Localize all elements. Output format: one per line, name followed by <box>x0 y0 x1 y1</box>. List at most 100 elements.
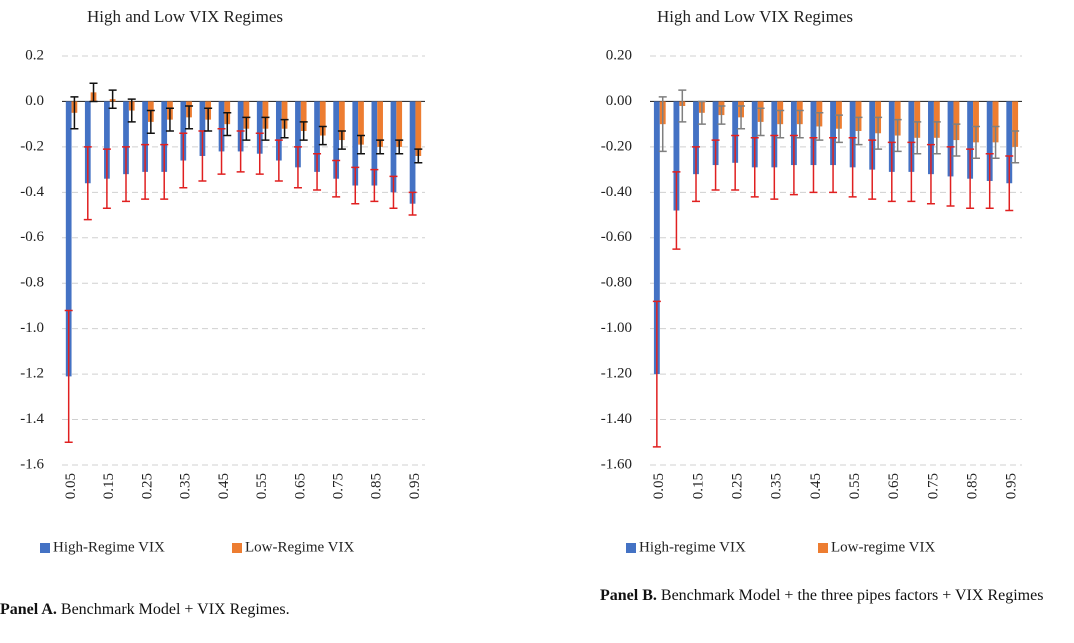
bar <box>371 101 378 186</box>
error-bar <box>127 98 136 123</box>
error-bar <box>776 109 785 139</box>
error-bar <box>789 134 798 196</box>
error-bar <box>750 137 759 198</box>
error-bar <box>952 123 961 157</box>
x-tick-label: 0.65 <box>886 473 902 499</box>
error-bar <box>985 152 994 209</box>
error-bar <box>678 89 687 123</box>
bar <box>256 101 263 154</box>
bar <box>967 101 974 179</box>
bar <box>933 101 940 138</box>
error-bar <box>893 118 902 153</box>
legend-label: Low-regime VIX <box>831 539 935 555</box>
x-tick-label: 0.75 <box>925 473 941 499</box>
y-tick-label: -0.2 <box>20 138 44 154</box>
y-tick-label: -1.4 <box>20 411 44 427</box>
error-bar <box>692 146 701 203</box>
legend-swatch <box>818 543 828 553</box>
error-bar <box>966 148 975 209</box>
bar <box>275 101 282 161</box>
y-tick-label: -1.60 <box>601 456 632 472</box>
bar <box>894 101 901 136</box>
bar <box>712 101 719 166</box>
legend-label: High-regime VIX <box>639 539 746 555</box>
x-tick-label: 0.45 <box>216 473 232 499</box>
error-bar <box>108 89 117 110</box>
legend-swatch <box>40 543 50 553</box>
x-tick-label: 0.55 <box>254 473 270 499</box>
error-bar <box>834 114 843 144</box>
error-bar <box>89 82 98 103</box>
error-bar <box>185 105 194 130</box>
bar <box>409 101 416 204</box>
y-tick-label: -1.6 <box>20 456 44 472</box>
x-tick-label: 0.45 <box>808 473 824 499</box>
bar <box>673 101 680 211</box>
error-bar <box>293 146 302 189</box>
y-tick-label: -0.8 <box>20 275 44 291</box>
bar <box>237 101 244 152</box>
error-bar <box>913 121 922 155</box>
error-bar <box>223 112 232 137</box>
error-bar <box>854 116 863 146</box>
bar <box>1006 101 1013 184</box>
bar <box>693 101 699 175</box>
error-bar <box>414 148 423 164</box>
x-tick-label: 0.95 <box>407 473 423 499</box>
caption-label: Panel A. <box>0 601 57 618</box>
error-bar <box>242 116 251 141</box>
x-tick-label: 0.35 <box>769 473 785 499</box>
bar <box>390 101 397 193</box>
error-bar <box>756 107 765 137</box>
error-bar <box>122 146 131 203</box>
error-bar <box>318 125 327 146</box>
error-bar <box>337 130 346 150</box>
error-bar <box>217 127 226 175</box>
y-tick-label: -0.60 <box>601 229 632 245</box>
bar <box>855 101 862 131</box>
error-bar <box>711 139 720 191</box>
error-bar <box>83 146 92 221</box>
error-bar <box>672 171 681 250</box>
caption-text: Benchmark Model + the three pipes factor… <box>660 587 1044 604</box>
error-bar <box>332 159 341 198</box>
error-bar <box>697 100 706 125</box>
bar <box>339 101 345 141</box>
x-tick-label: 0.15 <box>101 473 117 499</box>
error-bar <box>717 105 726 125</box>
y-tick-label: -0.4 <box>20 184 44 200</box>
bar <box>992 101 999 143</box>
bar <box>1012 101 1019 147</box>
bar <box>142 101 148 172</box>
error-bar <box>395 139 404 155</box>
bar <box>65 101 72 377</box>
bar <box>300 101 307 131</box>
bar <box>314 101 320 172</box>
error-bar <box>376 139 385 155</box>
y-tick-label: 0.20 <box>606 47 632 63</box>
bar <box>199 101 206 156</box>
error-bar <box>1011 130 1020 164</box>
bar <box>986 101 993 181</box>
bar <box>123 101 129 175</box>
bar <box>908 101 915 172</box>
x-tick-label: 0.15 <box>690 473 706 499</box>
error-bar <box>652 300 661 448</box>
y-tick-label: -0.6 <box>20 229 44 245</box>
bar <box>914 101 921 138</box>
bar <box>415 101 422 156</box>
error-bar <box>70 96 79 130</box>
y-tick-label: -1.0 <box>20 320 44 336</box>
bar <box>790 101 797 166</box>
error-bar <box>236 130 245 173</box>
error-bar <box>868 139 877 200</box>
error-bar <box>770 134 779 200</box>
error-bar <box>907 141 916 203</box>
error-bar <box>165 107 174 132</box>
error-bar <box>64 309 73 444</box>
x-tick-label: 0.25 <box>139 473 155 499</box>
y-tick-label: -1.00 <box>601 320 632 336</box>
error-bar <box>887 141 896 203</box>
error-bar <box>179 132 188 189</box>
